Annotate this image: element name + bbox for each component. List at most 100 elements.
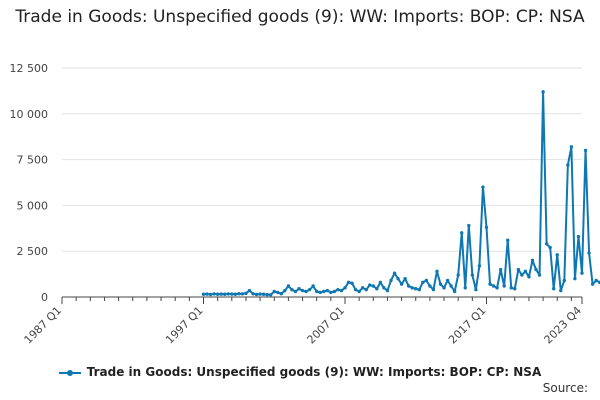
- grid-layer: [62, 67, 582, 252]
- data-point: [516, 267, 521, 272]
- data-point: [403, 276, 407, 281]
- data-point: [201, 292, 206, 296]
- data-point: [481, 185, 485, 189]
- data-point: [244, 291, 248, 296]
- data-point: [463, 286, 467, 290]
- y-tick-label: 7 500: [17, 154, 49, 167]
- y-tick-label: 2 500: [17, 245, 49, 258]
- data-point: [569, 145, 574, 149]
- data-point: [484, 225, 489, 230]
- data-point: [233, 292, 238, 296]
- data-point: [587, 251, 591, 255]
- data-point: [399, 282, 404, 286]
- data-point: [530, 258, 535, 263]
- data-point: [520, 273, 524, 277]
- data-point: [410, 286, 414, 290]
- data-point: [548, 245, 552, 250]
- legend[interactable]: Trade in Goods: Unspecified goods (9): W…: [0, 365, 600, 379]
- data-point: [336, 287, 340, 292]
- data-point: [474, 287, 478, 292]
- data-point: [559, 288, 563, 293]
- y-tick-label: 10 000: [10, 108, 49, 121]
- data-point: [276, 290, 280, 295]
- data-point: [495, 286, 499, 290]
- data-point: [456, 273, 460, 277]
- data-point: [293, 289, 298, 294]
- data-point: [414, 287, 418, 291]
- data-point: [541, 90, 545, 94]
- x-tick-label: 2007 Q1: [305, 304, 348, 347]
- x-tick-label: 1997 Q1: [163, 304, 206, 347]
- data-point: [460, 231, 464, 235]
- data-point: [311, 284, 315, 288]
- data-point: [527, 275, 531, 279]
- data-point: [537, 273, 542, 277]
- data-point: [375, 287, 379, 291]
- data-point: [424, 278, 429, 283]
- data-point: [491, 284, 496, 288]
- legend-swatch-icon: [58, 369, 81, 377]
- series-layer: [201, 90, 600, 297]
- data-point: [552, 287, 556, 291]
- data-point: [449, 284, 453, 288]
- data-point: [396, 276, 400, 281]
- data-point: [438, 282, 443, 286]
- data-point: [417, 287, 421, 292]
- data-point: [223, 292, 227, 296]
- data-point: [258, 292, 262, 296]
- y-tick-label: 5 000: [17, 199, 49, 212]
- data-point: [346, 280, 351, 285]
- data-point: [594, 278, 598, 283]
- data-point: [421, 280, 425, 285]
- data-point: [325, 288, 330, 293]
- data-point: [265, 292, 269, 297]
- data-point: [498, 267, 503, 272]
- data-point: [566, 163, 570, 167]
- data-point: [523, 269, 528, 274]
- data-point: [562, 278, 567, 283]
- data-point: [382, 286, 386, 290]
- data-point: [583, 148, 588, 153]
- data-point: [353, 287, 358, 292]
- data-point: [509, 286, 513, 290]
- data-point: [590, 282, 595, 286]
- data-point: [322, 289, 326, 294]
- source-label: Source:: [542, 381, 588, 395]
- data-point: [286, 284, 291, 288]
- data-point: [573, 276, 577, 281]
- data-point: [300, 288, 305, 293]
- data-point: [371, 284, 375, 288]
- data-point: [230, 292, 234, 296]
- data-point: [247, 288, 252, 293]
- data-point: [343, 286, 347, 290]
- data-point: [318, 290, 322, 295]
- data-point: [544, 242, 549, 246]
- data-point: [261, 292, 266, 296]
- data-point: [237, 292, 241, 296]
- data-point: [219, 292, 223, 296]
- data-point: [431, 287, 436, 292]
- data-point: [580, 271, 584, 275]
- data-point: [428, 284, 432, 288]
- data-point: [467, 223, 471, 228]
- data-point: [332, 289, 337, 294]
- data-point: [307, 287, 312, 292]
- data-point: [360, 286, 365, 290]
- x-tick-label: 2023 Q4: [542, 304, 585, 347]
- data-point: [350, 281, 354, 285]
- data-point: [392, 271, 397, 275]
- data-point: [314, 289, 319, 294]
- data-point: [435, 269, 439, 274]
- data-point: [470, 273, 475, 277]
- data-point: [534, 267, 538, 272]
- data-point: [304, 289, 308, 294]
- data-point: [215, 292, 220, 296]
- data-point: [254, 292, 259, 297]
- data-point: [279, 292, 284, 296]
- chart-title: Trade in Goods: Unspecified goods (9): W…: [15, 7, 585, 27]
- data-point: [506, 238, 510, 242]
- data-point: [240, 292, 245, 296]
- data-point: [339, 288, 344, 293]
- y-tick-label: 0: [41, 291, 48, 304]
